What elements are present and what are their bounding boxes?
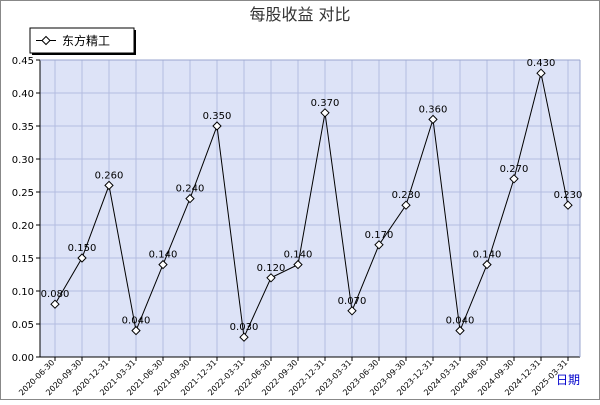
data-label: 0.030	[230, 322, 259, 333]
data-point-diamond	[266, 273, 276, 283]
data-label: 0.140	[284, 250, 313, 261]
axes	[36, 59, 581, 361]
data-label: 0.140	[149, 250, 178, 261]
y-tick-label: 0.30	[12, 155, 34, 166]
data-label: 0.040	[122, 316, 151, 327]
y-tick-label: 0.40	[12, 89, 34, 100]
legend: 东方精工	[29, 27, 136, 55]
data-point-diamond	[428, 114, 438, 125]
data-label: 0.140	[473, 250, 502, 261]
data-point-diamond	[482, 259, 492, 270]
data-label: 0.120	[257, 263, 286, 274]
y-tick-label: 0.15	[12, 254, 34, 265]
data-point-diamond	[455, 325, 465, 336]
y-tick-label: 0.20	[12, 221, 34, 232]
data-label: 0.360	[419, 104, 448, 115]
data-point-diamond	[239, 332, 249, 342]
data-label: 0.260	[95, 170, 124, 181]
data-label: 0.430	[527, 58, 556, 69]
legend-diamond-icon	[41, 35, 51, 46]
data-label: 0.040	[446, 316, 475, 327]
plot-area	[40, 60, 580, 357]
series-line-layer	[54, 73, 569, 340]
data-label: 0.230	[392, 190, 421, 201]
series-line	[54, 73, 569, 340]
data-labels: 0.080 0.150 0.260 0.040 0.140 0.240 0.350 0.030…	[41, 58, 583, 333]
legend-label: 东方精工	[62, 33, 110, 48]
data-point-diamond	[131, 325, 141, 336]
y-tick-label: 0.25	[12, 188, 34, 199]
y-tick-label: 0.05	[12, 320, 34, 331]
grid-lines	[40, 59, 580, 357]
data-label: 0.150	[68, 243, 97, 254]
data-point-diamond	[158, 259, 168, 270]
data-point-diamond	[293, 259, 303, 270]
data-point-diamond	[185, 193, 195, 204]
data-label: 0.170	[365, 230, 394, 241]
data-label: 0.370	[311, 98, 340, 109]
x-axis-label: 日期	[556, 373, 580, 387]
data-label: 0.270	[500, 164, 529, 175]
y-tick-label: 0.10	[12, 287, 34, 298]
data-label: 0.080	[41, 289, 70, 300]
data-label: 0.350	[203, 111, 232, 122]
data-point-diamond	[374, 240, 384, 250]
y-tick-label: 0.00	[12, 353, 34, 364]
chart-title: 每股收益 对比	[249, 5, 350, 24]
data-point-diamond	[509, 174, 519, 184]
y-tick-label: 0.45	[12, 56, 34, 67]
data-point-diamond	[320, 108, 330, 118]
data-point-diamond	[77, 253, 87, 263]
data-points	[50, 68, 573, 342]
y-tick-labels: 0.00 0.05 0.10 0.15 0.20 0.25 0.30 0.35 0.40 0.45	[12, 56, 34, 364]
data-point-diamond	[212, 121, 222, 131]
data-label: 0.240	[176, 184, 205, 195]
data-label: 0.230	[554, 190, 583, 201]
y-tick-label: 0.35	[12, 122, 34, 133]
data-point-diamond	[347, 306, 357, 316]
data-point-diamond	[104, 180, 114, 191]
data-point-diamond	[563, 200, 573, 210]
data-point-diamond	[401, 200, 411, 210]
data-point-diamond	[50, 299, 60, 309]
data-point-diamond	[536, 68, 546, 78]
data-label: 0.070	[338, 296, 367, 307]
